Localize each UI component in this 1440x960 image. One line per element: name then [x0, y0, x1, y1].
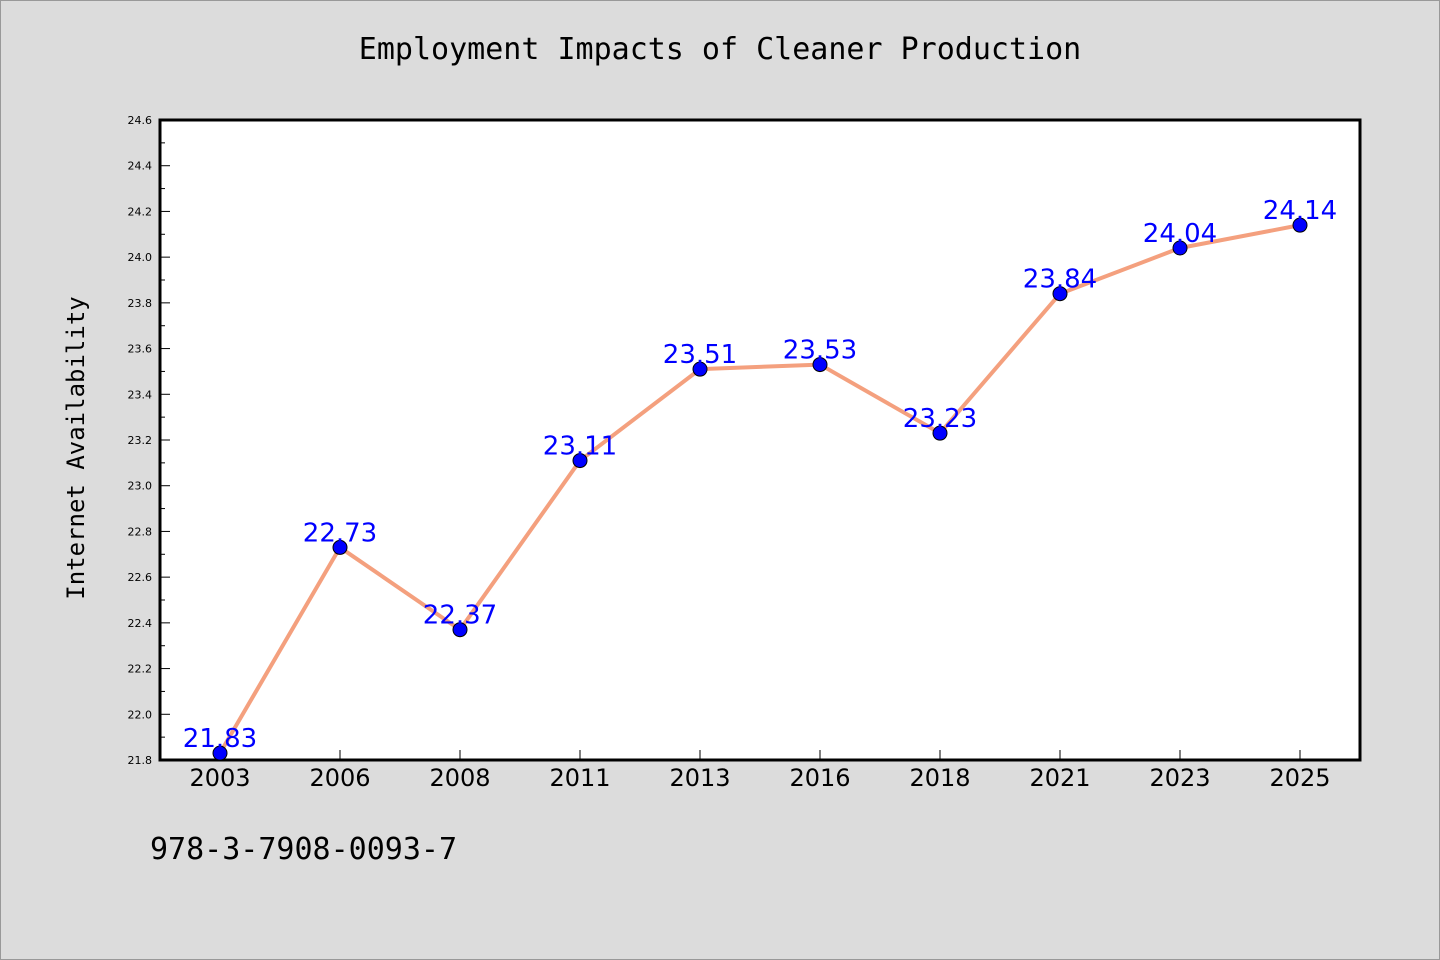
x-tick-label: 2003 [189, 764, 250, 792]
y-tick-label: 23.4 [128, 388, 153, 401]
data-point [572, 453, 588, 469]
data-labels: 21.83 22.73 22.37 23.11 23.51 23.53 23.23 23.84… [183, 196, 1337, 754]
data-label: 23.23 [903, 404, 977, 434]
data-point [1172, 240, 1188, 256]
y-tick-label: 23.8 [128, 297, 153, 310]
data-point [452, 622, 468, 638]
x-tick-label: 2008 [429, 764, 490, 792]
x-tick-label: 2018 [909, 764, 970, 792]
y-tick-label: 22.2 [128, 663, 153, 676]
data-label: 23.84 [1023, 265, 1097, 295]
data-point [212, 745, 228, 761]
data-label: 21.83 [183, 724, 257, 754]
x-tick-label: 2006 [309, 764, 370, 792]
data-point [812, 357, 828, 373]
y-tick-label: 22.8 [128, 525, 153, 538]
x-tick-label: 2011 [549, 764, 610, 792]
y-tick-label: 24.2 [128, 205, 153, 218]
x-tick-label: 2021 [1029, 764, 1090, 792]
x-tick-label: 2025 [1269, 764, 1330, 792]
x-tick-label: 2016 [789, 764, 850, 792]
series-markers [212, 217, 1308, 761]
data-point [1292, 217, 1308, 233]
data-label: 23.51 [663, 340, 737, 370]
plot-area [158, 118, 1362, 762]
y-axis-ticks: 21.8 22.0 22.2 22.4 22.6 22.8 23.0 23.2 23.4 23.6… [128, 114, 170, 767]
y-tick-label: 23.0 [128, 480, 153, 493]
data-point [692, 361, 708, 377]
x-axis-ticks: 2003 2006 2008 2011 2013 2016 2018 2021 2023 2025 [189, 750, 1331, 792]
data-point [332, 539, 348, 555]
y-tick-label: 22.6 [128, 571, 153, 584]
y-tick-label: 22.0 [128, 708, 153, 721]
data-point [1052, 286, 1068, 302]
chart-title: Employment Impacts of Cleaner Production [358, 32, 1082, 67]
y-tick-label: 24.4 [128, 160, 153, 173]
y-tick-label: 23.6 [128, 343, 153, 356]
x-tick-label: 2023 [1149, 764, 1210, 792]
data-label: 23.11 [543, 432, 617, 462]
data-label: 23.53 [783, 336, 857, 366]
series-line [218, 223, 1301, 755]
data-label: 22.37 [423, 601, 497, 631]
data-point [932, 425, 948, 441]
y-axis-label: Internet Availability [62, 296, 90, 599]
series-polyline [218, 223, 1301, 755]
isbn-text: 978-3-7908-0093-7 [150, 832, 458, 867]
y-tick-label: 24.0 [128, 251, 153, 264]
y-tick-label: 23.2 [128, 434, 153, 447]
y-tick-label: 24.6 [128, 114, 153, 127]
data-label: 24.04 [1143, 219, 1217, 249]
y-tick-label: 22.4 [128, 617, 153, 630]
x-tick-label: 2013 [669, 764, 730, 792]
data-label: 22.73 [303, 518, 377, 548]
data-label: 24.14 [1263, 196, 1337, 226]
y-tick-label: 21.8 [128, 754, 153, 767]
